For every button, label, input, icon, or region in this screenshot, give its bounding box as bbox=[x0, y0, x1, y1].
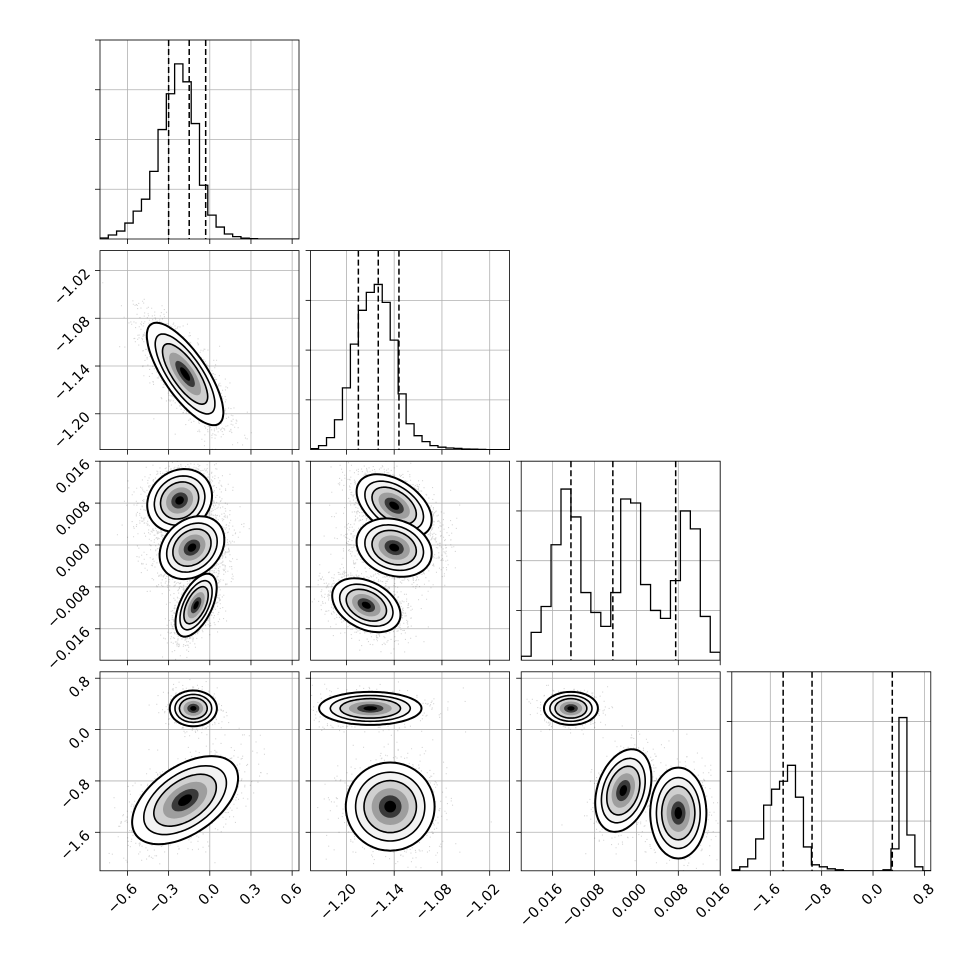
panel-frame bbox=[520, 671, 721, 872]
density-contour bbox=[389, 501, 400, 510]
scatter-panel-2-1 bbox=[305, 460, 511, 666]
density-contour bbox=[389, 543, 400, 552]
y-tick-label: −1.02 bbox=[51, 266, 94, 309]
panel-frame bbox=[99, 460, 300, 661]
hist-step bbox=[100, 63, 299, 239]
panel-frame bbox=[99, 671, 300, 872]
y-tick-label: 0.0 bbox=[66, 725, 94, 753]
x-tick-label: 0.8 bbox=[910, 881, 938, 909]
x-tick-label: 0.0 bbox=[859, 881, 887, 909]
density-contour bbox=[619, 785, 627, 796]
scatter-panel-2-0 bbox=[95, 460, 300, 666]
panel-content bbox=[310, 461, 510, 661]
density-contour bbox=[175, 496, 184, 505]
hist-frame bbox=[520, 460, 721, 661]
hist-step bbox=[310, 283, 510, 450]
density-contour bbox=[178, 794, 193, 806]
y-tick-label: −0.8 bbox=[58, 776, 94, 812]
y-tick-label: −1.14 bbox=[51, 362, 94, 405]
hist-panel-1 bbox=[305, 250, 511, 455]
x-tick-label: −0.016 bbox=[517, 881, 566, 930]
scatter-panel-3-2 bbox=[516, 671, 721, 876]
panel-frame bbox=[310, 460, 511, 661]
y-tick-label: 0.008 bbox=[53, 499, 94, 540]
density-contour bbox=[363, 706, 378, 711]
x-tick-label: −1.08 bbox=[413, 881, 456, 924]
y-tick-label: −0.008 bbox=[45, 582, 94, 631]
hist-frame bbox=[99, 39, 300, 240]
x-tick-label: −1.02 bbox=[461, 881, 504, 924]
x-tick-label: 0.3 bbox=[237, 881, 265, 909]
hist-panel-3 bbox=[726, 671, 932, 876]
x-tick-label: −1.6 bbox=[748, 881, 784, 917]
hist-panel-2 bbox=[516, 460, 721, 666]
panel-content bbox=[310, 671, 510, 871]
scatter-panel-3-1 bbox=[305, 671, 511, 876]
density-contour bbox=[384, 800, 397, 813]
panel-content bbox=[100, 671, 299, 871]
x-tick-label: 0.6 bbox=[278, 881, 306, 909]
panel-frame bbox=[99, 250, 300, 451]
hist-step bbox=[521, 488, 721, 661]
density-contour bbox=[567, 706, 575, 711]
x-tick-label: −0.6 bbox=[105, 881, 141, 917]
x-tick-label: 0.016 bbox=[693, 881, 734, 922]
hist-frame bbox=[731, 671, 932, 872]
y-tick-label: 0.016 bbox=[53, 457, 94, 498]
y-tick-label: 0.8 bbox=[66, 674, 94, 702]
y-tick-label: −1.20 bbox=[51, 409, 94, 452]
panel-content bbox=[100, 461, 299, 661]
density-contour bbox=[187, 543, 197, 552]
hist-frame bbox=[310, 250, 511, 451]
y-tick-label: 0.000 bbox=[53, 541, 94, 582]
x-tick-label: −1.20 bbox=[317, 881, 360, 924]
x-tick-label: −0.3 bbox=[146, 881, 182, 917]
density-contour bbox=[674, 807, 682, 819]
density-contour bbox=[180, 367, 191, 381]
x-tick-label: −0.008 bbox=[559, 881, 608, 930]
panel-content bbox=[521, 671, 721, 871]
y-tick-label: −1.6 bbox=[58, 828, 94, 864]
panel-content bbox=[100, 250, 299, 450]
panel-frame bbox=[310, 671, 511, 872]
scatter-panel-1-0 bbox=[95, 250, 300, 455]
x-tick-label: −1.14 bbox=[365, 881, 408, 924]
density-contour bbox=[193, 601, 199, 610]
density-contour bbox=[361, 601, 371, 609]
y-tick-label: −0.016 bbox=[45, 624, 94, 673]
x-tick-label: −0.8 bbox=[799, 881, 835, 917]
x-tick-label: 0.008 bbox=[651, 881, 692, 922]
y-tick-label: −1.08 bbox=[51, 314, 94, 357]
x-tick-label: 0.000 bbox=[609, 881, 650, 922]
scatter-panel-3-0 bbox=[95, 671, 300, 876]
hist-panel-0 bbox=[95, 39, 300, 244]
hist-step bbox=[731, 716, 931, 871]
x-tick-label: 0.0 bbox=[196, 881, 224, 909]
density-contour bbox=[190, 706, 197, 711]
